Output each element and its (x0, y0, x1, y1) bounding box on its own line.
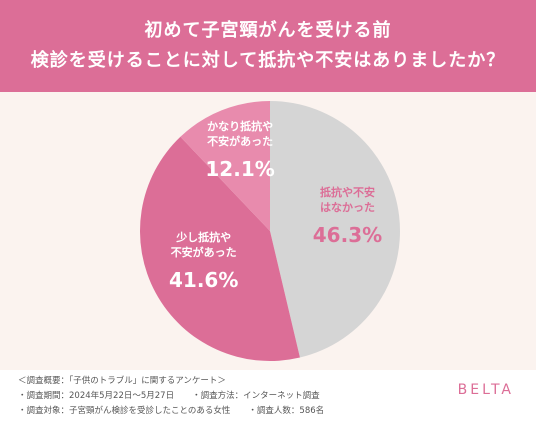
survey-method: ・調査方法：インターネット調査 (192, 391, 320, 401)
pie-slice-0 (270, 101, 400, 358)
slice-value-label: 12.1% (205, 157, 274, 181)
slice-category-label: 不安があった (207, 134, 273, 148)
slice-category-label: 不安があった (171, 245, 237, 259)
slice-category-label: 抵抗や不安 (320, 185, 375, 199)
slice-category-label: かなり抵抗や (207, 119, 273, 133)
survey-notes: ＜調査概要：「子供のトラブル」に関するアンケート＞ ・調査期間：2024年5月2… (18, 374, 324, 419)
brand-logo: BELTA (457, 382, 514, 398)
slice-value-label: 41.6% (169, 268, 238, 292)
pie-slice-1 (140, 136, 300, 361)
slice-value-label: 46.3% (313, 223, 382, 247)
slice-category-label: はなかった (320, 201, 375, 214)
title-line-1: 初めて子宮頸がんを受ける前 (144, 20, 392, 41)
title-line-2: 検診を受けることに対して抵抗や不安はありましたか？ (30, 50, 506, 71)
survey-summary: ＜調査概要：「子供のトラブル」に関するアンケート＞ (18, 376, 226, 386)
survey-target: ・調査対象：子宮頸がん検診を受診したことのある女性 (18, 406, 231, 416)
pie-chart: 抵抗や不安はなかった46.3%少し抵抗や不安があった41.6%かなり抵抗や不安が… (140, 101, 400, 361)
survey-period: ・調査期間：2024年5月22日〜5月27日 (18, 391, 175, 401)
title-banner: 初めて子宮頸がんを受ける前 検診を受けることに対して抵抗や不安はありましたか？ (0, 0, 536, 92)
survey-footer: ＜調査概要：「子供のトラブル」に関するアンケート＞ ・調査期間：2024年5月2… (0, 370, 536, 426)
slice-category-label: 少し抵抗や (175, 230, 231, 244)
pie-slice-2 (180, 101, 270, 231)
survey-count: ・調査人数：586名 (248, 406, 325, 416)
